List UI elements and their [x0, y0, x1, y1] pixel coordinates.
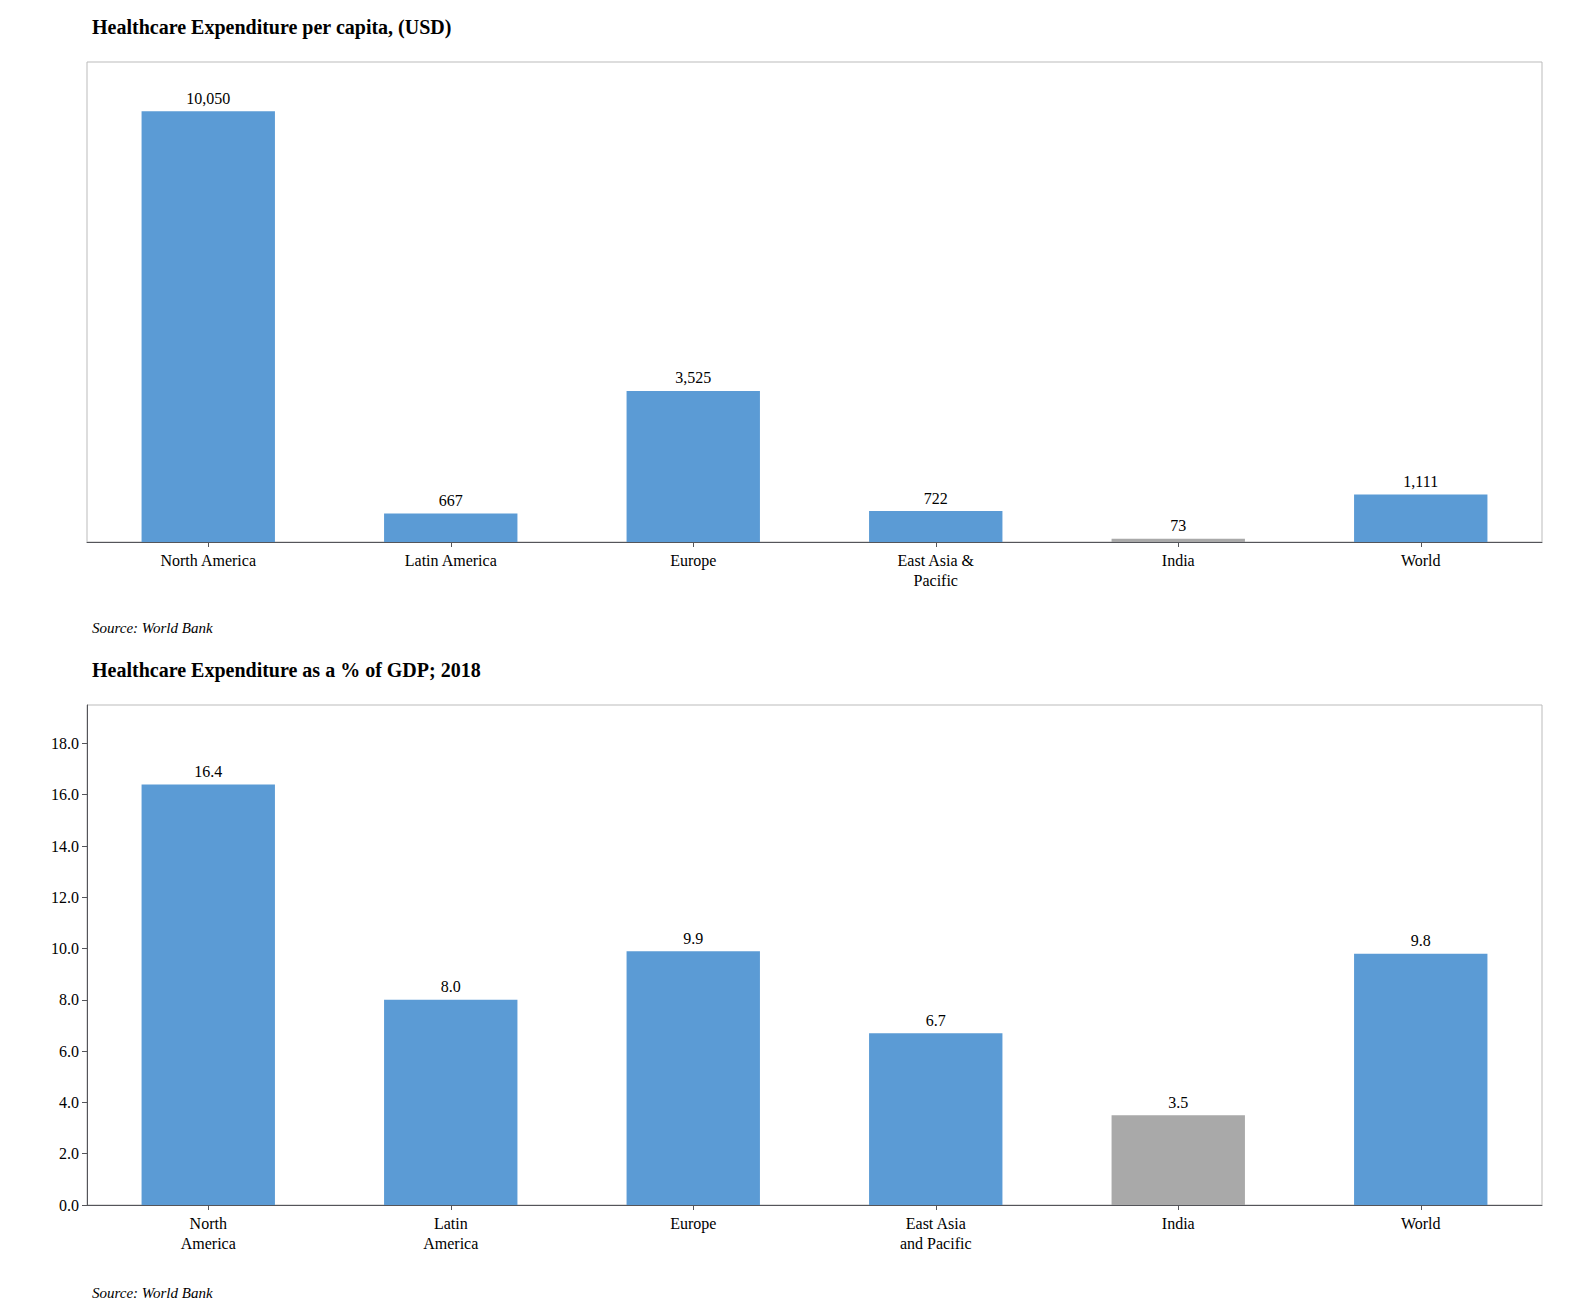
svg-text:0.0: 0.0 — [59, 1197, 79, 1214]
svg-text:73: 73 — [1170, 517, 1186, 534]
svg-text:North America: North America — [160, 552, 256, 569]
svg-text:Source: World Bank: Source: World Bank — [92, 620, 213, 636]
svg-text:8.0: 8.0 — [441, 978, 461, 995]
svg-text:6.7: 6.7 — [926, 1012, 946, 1029]
svg-text:4.0: 4.0 — [59, 1094, 79, 1111]
svg-text:World: World — [1401, 1215, 1441, 1232]
svg-text:6.0: 6.0 — [59, 1043, 79, 1060]
svg-text:Europe: Europe — [670, 552, 716, 570]
svg-text:Healthcare Expenditure per cap: Healthcare Expenditure per capita, (USD) — [92, 16, 451, 39]
svg-text:America: America — [423, 1235, 478, 1252]
svg-text:East Asia &: East Asia & — [898, 552, 975, 569]
svg-text:East Asia: East Asia — [906, 1215, 966, 1232]
svg-text:12.0: 12.0 — [51, 889, 79, 906]
svg-text:16.4: 16.4 — [194, 763, 222, 780]
svg-text:722: 722 — [924, 490, 948, 507]
svg-text:Source: World Bank: Source: World Bank — [92, 1285, 213, 1301]
svg-text:18.0: 18.0 — [51, 735, 79, 752]
svg-text:16.0: 16.0 — [51, 786, 79, 803]
svg-text:India: India — [1162, 552, 1195, 569]
svg-text:10,050: 10,050 — [186, 90, 230, 107]
svg-text:1,111: 1,111 — [1403, 473, 1438, 490]
svg-text:Pacific: Pacific — [914, 572, 958, 589]
svg-text:667: 667 — [439, 492, 463, 509]
svg-text:10.0: 10.0 — [51, 940, 79, 957]
svg-text:2.0: 2.0 — [59, 1145, 79, 1162]
svg-text:and Pacific: and Pacific — [900, 1235, 972, 1252]
svg-text:Healthcare Expenditure as a %: Healthcare Expenditure as a % of GDP; 20… — [92, 659, 481, 682]
svg-text:14.0: 14.0 — [51, 838, 79, 855]
svg-text:America: America — [181, 1235, 236, 1252]
svg-text:Latin: Latin — [434, 1215, 468, 1232]
svg-text:India: India — [1162, 1215, 1195, 1232]
svg-text:Europe: Europe — [670, 1215, 716, 1233]
svg-text:3,525: 3,525 — [675, 369, 711, 386]
svg-text:8.0: 8.0 — [59, 991, 79, 1008]
svg-text:Latin America: Latin America — [405, 552, 497, 569]
svg-text:9.9: 9.9 — [683, 930, 703, 947]
svg-text:North: North — [190, 1215, 227, 1232]
svg-text:World: World — [1401, 552, 1441, 569]
svg-text:3.5: 3.5 — [1168, 1094, 1188, 1111]
svg-text:9.8: 9.8 — [1411, 932, 1431, 949]
